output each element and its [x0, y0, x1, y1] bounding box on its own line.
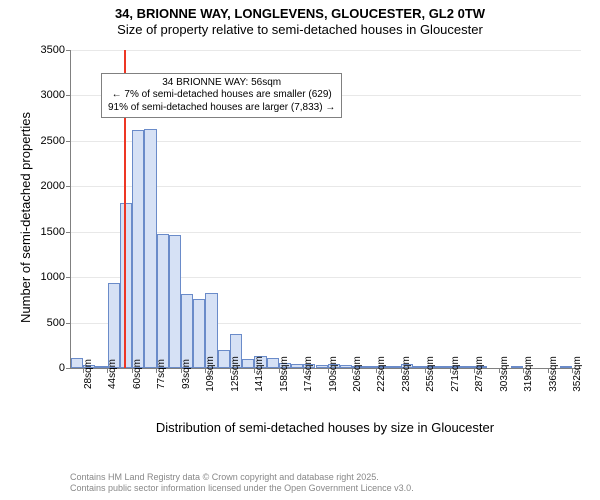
histogram-bar	[144, 129, 156, 368]
y-tick-mark	[66, 277, 71, 278]
histogram-bar	[193, 299, 205, 368]
x-tick-label: 238sqm	[401, 356, 412, 392]
y-tick-label: 3500	[41, 44, 65, 56]
y-axis-title: Number of semi-detached properties	[18, 112, 33, 323]
annotation-line1: 34 BRIONNE WAY: 56sqm	[108, 77, 335, 90]
histogram-bar	[438, 366, 450, 368]
chart-container: 0 500 1000 1500 2000 2500 3000 3500 28sqm 44sqm 60…	[0, 42, 600, 447]
y-tick-mark	[66, 232, 71, 233]
x-tick-label: 287sqm	[474, 356, 485, 392]
histogram-bar	[316, 365, 328, 368]
histogram-bar	[132, 130, 144, 368]
histogram-bar	[120, 203, 132, 368]
x-tick-label: 352sqm	[572, 356, 583, 392]
histogram-bar	[511, 366, 523, 368]
y-tick-label: 1500	[41, 226, 65, 238]
footer-line1: Contains HM Land Registry data © Crown c…	[70, 472, 414, 483]
plot-area: 050010001500200025003000350028sqm44sqm60…	[70, 50, 581, 369]
y-tick-mark	[66, 186, 71, 187]
histogram-bar	[340, 365, 352, 368]
histogram-bar	[95, 366, 107, 368]
footer-line2: Contains public sector information licen…	[70, 483, 414, 494]
histogram-bar	[560, 366, 572, 368]
histogram-bar	[242, 359, 254, 368]
histogram-bar	[169, 235, 181, 368]
histogram-bar	[108, 283, 120, 368]
histogram-bar	[181, 294, 193, 369]
x-tick-label: 109sqm	[205, 356, 216, 392]
histogram-bar	[413, 366, 425, 368]
x-tick-label: 141sqm	[254, 356, 265, 392]
footer-attribution: Contains HM Land Registry data © Crown c…	[70, 472, 414, 494]
x-tick-label: 158sqm	[279, 356, 290, 392]
x-tick-label: 271sqm	[450, 356, 461, 392]
y-tick-label: 2500	[41, 135, 65, 147]
x-tick-label: 255sqm	[425, 356, 436, 392]
title-line2: Size of property relative to semi-detach…	[0, 22, 600, 38]
histogram-bar	[71, 358, 83, 368]
x-axis-title: Distribution of semi-detached houses by …	[70, 420, 580, 435]
x-tick-label: 93sqm	[181, 359, 192, 389]
y-tick-label: 3000	[41, 89, 65, 101]
x-tick-label: 174sqm	[303, 356, 314, 392]
y-tick-label: 0	[59, 362, 65, 374]
x-tick-label: 77sqm	[156, 359, 167, 389]
y-tick-mark	[66, 368, 71, 369]
x-tick-label: 190sqm	[328, 356, 339, 392]
annotation-line3: 91% of semi-detached houses are larger (…	[108, 102, 335, 115]
y-tick-label: 2000	[41, 180, 65, 192]
y-tick-mark	[66, 141, 71, 142]
y-tick-label: 1000	[41, 271, 65, 283]
x-tick-label: 60sqm	[132, 359, 143, 389]
y-tick-mark	[66, 95, 71, 96]
histogram-bar	[267, 358, 279, 368]
histogram-bar	[218, 350, 230, 368]
x-tick-label: 319sqm	[523, 356, 534, 392]
x-tick-label: 222sqm	[376, 356, 387, 392]
annotation-box: 34 BRIONNE WAY: 56sqm← 7% of semi-detach…	[101, 73, 342, 119]
x-tick-label: 28sqm	[83, 359, 94, 389]
x-tick-label: 206sqm	[352, 356, 363, 392]
y-tick-mark	[66, 50, 71, 51]
histogram-bar	[364, 366, 376, 368]
x-tick-label: 44sqm	[107, 359, 118, 389]
histogram-bar	[291, 364, 303, 368]
y-tick-label: 500	[47, 317, 65, 329]
x-tick-label: 125sqm	[230, 356, 241, 392]
chart-title: 34, BRIONNE WAY, LONGLEVENS, GLOUCESTER,…	[0, 0, 600, 37]
x-tick-label: 303sqm	[499, 356, 510, 392]
y-tick-mark	[66, 323, 71, 324]
histogram-bar	[157, 234, 169, 368]
grid-line	[71, 50, 581, 51]
title-line1: 34, BRIONNE WAY, LONGLEVENS, GLOUCESTER,…	[0, 6, 600, 22]
histogram-bar	[389, 366, 401, 368]
histogram-bar	[462, 366, 474, 368]
annotation-line2: ← 7% of semi-detached houses are smaller…	[108, 89, 335, 102]
x-tick-label: 336sqm	[548, 356, 559, 392]
